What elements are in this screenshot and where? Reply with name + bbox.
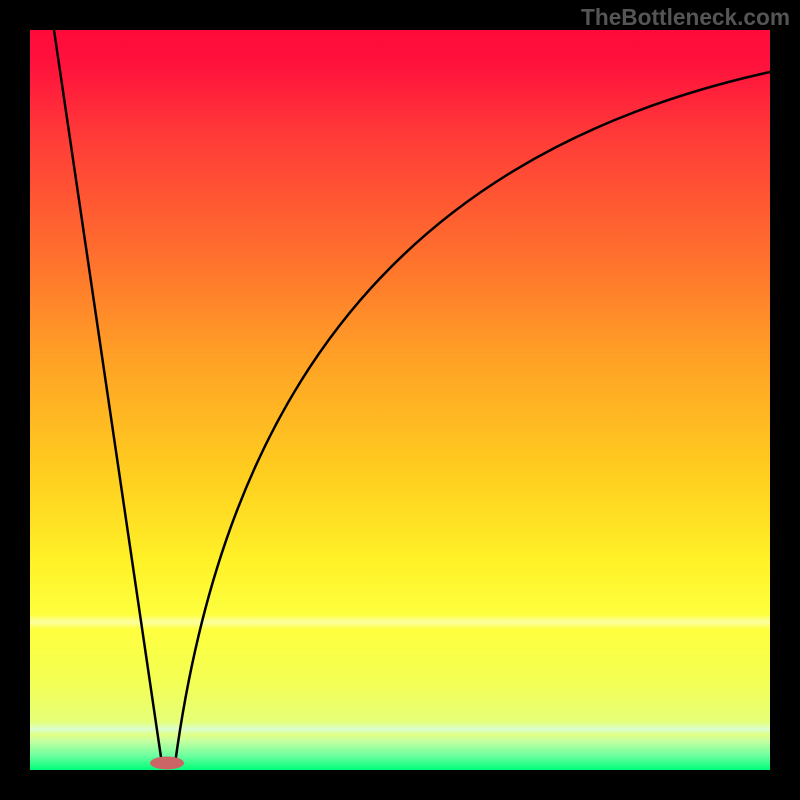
bottleneck-chart bbox=[0, 0, 800, 800]
gradient-panel bbox=[30, 30, 770, 770]
chart-root: TheBottleneck.com bbox=[0, 0, 800, 800]
optimal-marker bbox=[150, 757, 184, 770]
watermark-text: TheBottleneck.com bbox=[581, 4, 790, 31]
